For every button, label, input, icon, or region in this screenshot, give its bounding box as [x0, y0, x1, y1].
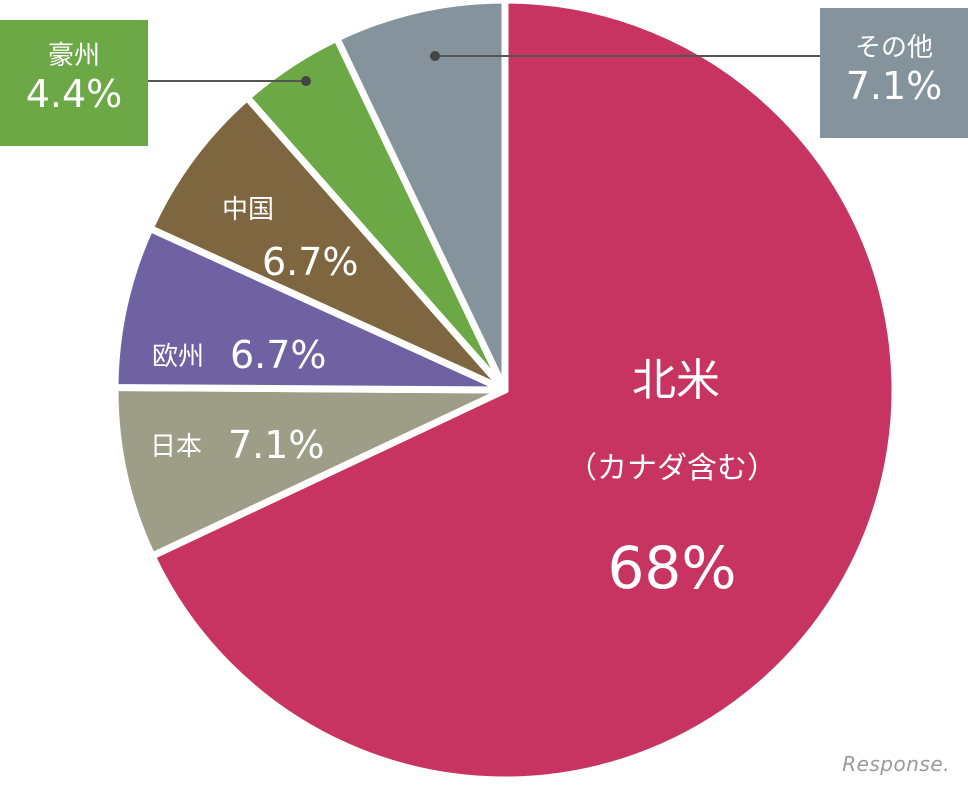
slice-value-china: 6.7% [262, 240, 359, 284]
callout-australia-dot [301, 76, 311, 86]
callout-box-australia: 豪州 4.4% [0, 20, 148, 146]
pie-slice-other [333, 0, 509, 394]
slice-name-japan: 日本 [150, 432, 202, 462]
slice-labels: 北米 （カナダ含む） 68% 日本 7.1% 欧州 6.7% 中国 6.7% [150, 195, 777, 602]
slice-name-north-america: 北米 [632, 355, 720, 406]
slice-name-other: その他 [854, 33, 933, 63]
slice-value-other: 7.1% [845, 64, 943, 108]
slice-value-north-america: 68% [608, 534, 737, 602]
slice-name-europe: 欧州 [152, 342, 204, 372]
watermark-logo: Response. [842, 752, 950, 776]
slice-name-china: 中国 [222, 195, 274, 225]
slice-value-japan: 7.1% [228, 423, 325, 467]
callout-box-other: その他 7.1% [820, 8, 968, 138]
pie-slice-china [146, 93, 509, 394]
slice-value-australia: 4.4% [25, 72, 123, 116]
pie-slice-north_america [148, 0, 899, 784]
slice-subname-north-america: （カナダ含む） [567, 451, 777, 486]
callout-lines [148, 51, 820, 86]
callout-other-dot [430, 51, 440, 61]
pie-slice-europe [111, 224, 509, 394]
pie-slice-japan [111, 384, 509, 560]
slice-name-australia: 豪州 [47, 41, 100, 71]
pie-slices [111, 0, 899, 784]
slice-value-europe: 6.7% [230, 333, 327, 377]
